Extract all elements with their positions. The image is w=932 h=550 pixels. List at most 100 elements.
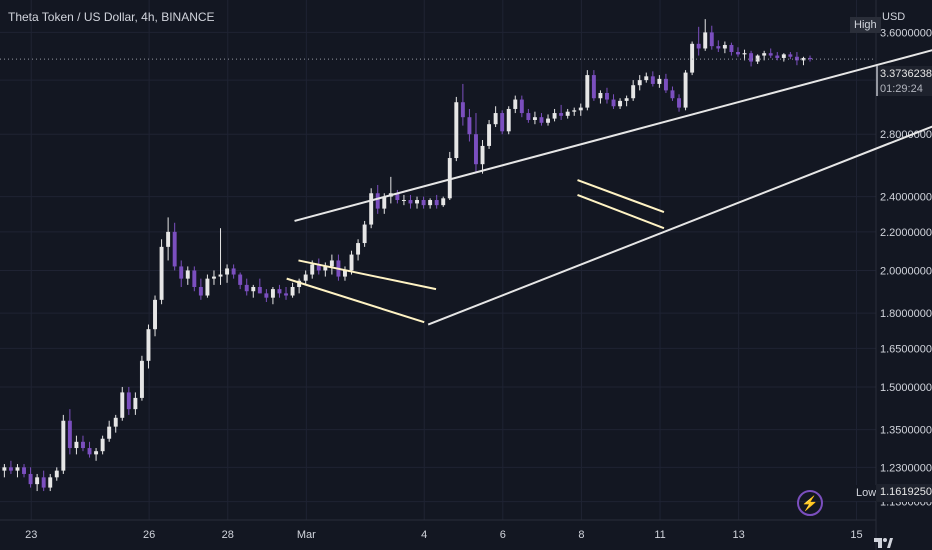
y-tick-label: 1.23000000 <box>880 462 932 474</box>
x-tick-label: Mar <box>297 529 316 541</box>
candle-body <box>677 98 681 108</box>
low-marker: Low <box>852 485 881 501</box>
candle-body <box>670 90 675 99</box>
candle-body <box>808 57 812 60</box>
candle-body <box>310 264 315 275</box>
candle-body <box>395 193 400 201</box>
candle-body <box>15 467 20 471</box>
candle-body <box>683 72 688 108</box>
candle-body <box>257 286 262 294</box>
x-tick-label: 4 <box>421 529 427 541</box>
candle-body <box>781 54 786 58</box>
candle-body <box>28 473 33 485</box>
candle-body <box>591 75 596 99</box>
candle-body <box>441 198 446 206</box>
candle-body <box>61 420 66 471</box>
candle-body <box>369 193 374 225</box>
candle-body <box>611 99 616 107</box>
candle-body <box>722 44 727 49</box>
high-marker: High <box>850 17 881 33</box>
candle-body <box>401 200 406 202</box>
candle-body <box>755 55 760 62</box>
currency-label[interactable]: USD <box>882 11 906 23</box>
candle-body <box>598 92 603 99</box>
candle-body <box>663 78 668 91</box>
candle-body <box>87 448 92 455</box>
candle-body <box>8 467 13 471</box>
candle-body <box>48 477 53 488</box>
candle-body <box>618 100 623 107</box>
candle-body <box>775 55 780 58</box>
candle-body <box>762 53 767 56</box>
channel-line <box>286 277 425 324</box>
y-tick-label: 2.80000000 <box>880 129 932 141</box>
candle-body <box>742 53 747 55</box>
candle-body <box>179 266 184 279</box>
y-tick-label: 1.80000000 <box>880 308 932 320</box>
candle-body <box>493 113 498 125</box>
candle-body <box>284 293 288 296</box>
candle-body <box>81 441 85 449</box>
candle-body <box>113 417 118 427</box>
x-tick-label: 26 <box>143 529 155 541</box>
candle-body <box>192 270 197 287</box>
candle-body <box>126 392 131 410</box>
candle-body <box>343 270 347 277</box>
candle-body <box>329 260 334 267</box>
candle-body <box>74 441 79 449</box>
candle-body <box>251 286 256 292</box>
candle-body <box>2 467 7 471</box>
candle-body <box>107 426 112 439</box>
y-tick-label: 1.35000000 <box>880 425 932 437</box>
x-tick-label: 15 <box>850 529 862 541</box>
candle-body <box>546 118 550 123</box>
candle-body <box>749 53 754 62</box>
candle-body <box>212 276 216 279</box>
candle-body <box>356 243 361 255</box>
candle-body <box>519 99 524 114</box>
candle-body <box>297 280 302 287</box>
candle-body <box>794 56 799 61</box>
candle-body <box>172 231 177 267</box>
candle-body <box>637 80 642 86</box>
candle-body <box>22 467 26 474</box>
candle-body <box>428 200 433 206</box>
x-tick-label: 8 <box>578 529 584 541</box>
candle-body <box>205 278 210 296</box>
candle-body <box>657 78 662 84</box>
x-tick-label: 23 <box>25 529 37 541</box>
last-price-box <box>876 66 932 96</box>
candle-body <box>316 264 321 271</box>
candle-body <box>526 113 531 120</box>
candle-body <box>290 286 295 296</box>
candle-body <box>500 113 505 132</box>
candle-body <box>421 200 426 206</box>
lightning-icon[interactable]: ⚡ <box>797 490 823 516</box>
candle-body <box>572 110 577 112</box>
candle-body <box>415 200 419 204</box>
candle-body <box>323 266 328 271</box>
candle-body <box>578 107 583 111</box>
candle-body <box>709 32 714 47</box>
x-tick-label: 6 <box>500 529 506 541</box>
candle-body <box>159 246 164 300</box>
last-price-value: 3.37362383 <box>880 68 932 80</box>
candle-body <box>565 111 570 116</box>
candle-body <box>532 117 537 120</box>
candle-body <box>41 477 46 488</box>
candle-body <box>238 274 243 285</box>
candle-body <box>185 270 190 279</box>
candle-body <box>447 158 452 199</box>
y-tick-label: 2.40000000 <box>880 192 932 204</box>
candle-body <box>120 392 125 418</box>
candle-body <box>631 85 636 99</box>
candle-body <box>54 470 59 478</box>
candle-body <box>408 200 413 204</box>
candle-body <box>454 102 459 159</box>
candle-body <box>513 99 518 109</box>
candle-body <box>690 43 695 73</box>
channel-line <box>577 179 665 214</box>
y-tick-label: 2.20000000 <box>880 227 932 239</box>
candle-body <box>506 108 511 132</box>
